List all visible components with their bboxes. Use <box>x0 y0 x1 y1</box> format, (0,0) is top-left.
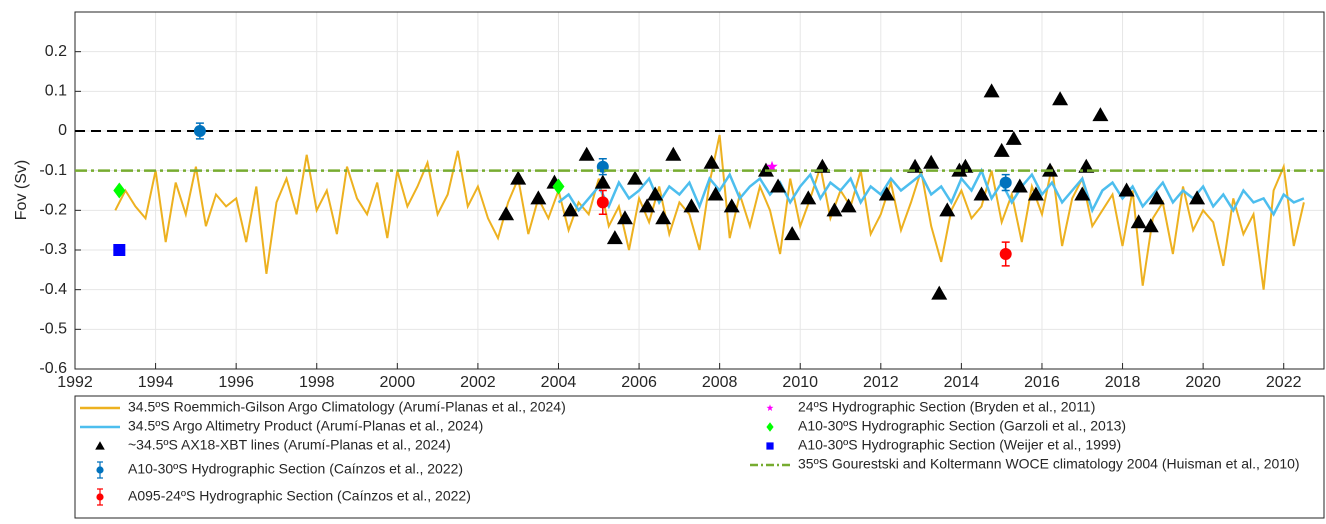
data-point <box>627 170 644 185</box>
y-tick-label: -0.4 <box>39 281 67 298</box>
x-tick-label: 2018 <box>1105 374 1141 391</box>
y-tick-label: 0.2 <box>45 43 67 60</box>
data-point <box>999 176 1012 189</box>
y-tick-label: 0.1 <box>45 83 67 100</box>
data-point <box>939 202 956 217</box>
data-point <box>826 202 843 217</box>
data-point <box>983 83 1000 98</box>
x-tick-label: 2014 <box>944 374 980 391</box>
legend-label: 34.5ºS Roemmich-Gilson Argo Climatology … <box>128 399 566 415</box>
legend-label: 35ºS Gourestski and Koltermann WOCE clim… <box>798 456 1300 472</box>
data-point <box>1005 130 1022 145</box>
data-point <box>784 226 801 241</box>
data-point <box>562 202 579 217</box>
data-line <box>557 167 1305 217</box>
legend-label: 24ºS Hydrographic Section (Bryden et al.… <box>798 399 1095 415</box>
data-point <box>770 178 787 193</box>
y-axis-label: Fov (Sv) <box>13 160 30 220</box>
data-point <box>1027 186 1044 201</box>
data-point <box>606 230 623 245</box>
data-point <box>907 158 924 173</box>
data-point <box>766 160 778 172</box>
y-tick-label: -0.5 <box>39 321 67 338</box>
data-point <box>1189 190 1206 205</box>
legend-label: 34.5ºS Argo Altimetry Product (Arumí-Pla… <box>128 418 483 434</box>
data-point <box>1078 158 1095 173</box>
data-point <box>931 285 948 300</box>
y-tick-label: -0.3 <box>39 241 67 258</box>
y-tick-label: -0.2 <box>39 202 67 219</box>
data-point <box>616 210 633 225</box>
data-point <box>498 206 515 221</box>
y-tick-label: -0.6 <box>39 360 67 377</box>
x-tick-label: 2012 <box>863 374 899 391</box>
data-point <box>973 186 990 201</box>
legend-label: A095-24ºS Hydrographic Section (Caínzos … <box>128 488 471 504</box>
x-tick-label: 1996 <box>218 374 254 391</box>
data-point <box>665 146 682 161</box>
data-point <box>552 178 565 195</box>
y-tick-label: 0 <box>58 122 67 139</box>
x-tick-label: 1992 <box>57 374 93 391</box>
x-tick-label: 2002 <box>460 374 496 391</box>
data-point <box>957 158 974 173</box>
data-point <box>647 186 664 201</box>
data-point <box>683 198 700 213</box>
legend-label: ~34.5ºS AX18-XBT lines (Arumí-Planas et … <box>128 437 451 453</box>
y-tick-label: -0.1 <box>39 162 67 179</box>
x-tick-label: 2010 <box>782 374 818 391</box>
data-point <box>510 170 527 185</box>
legend-swatch <box>96 466 104 474</box>
legend-box <box>74 395 1325 519</box>
data-point <box>1052 91 1069 106</box>
x-tick-label: 2006 <box>621 374 657 391</box>
legend-label: A10-30ºS Hydrographic Section (Caínzos e… <box>128 461 463 477</box>
data-point <box>840 198 857 213</box>
data-point <box>707 186 724 201</box>
data-point <box>723 198 740 213</box>
data-point <box>703 154 720 169</box>
x-tick-label: 2016 <box>1024 374 1060 391</box>
data-point <box>655 210 672 225</box>
data-point <box>639 198 656 213</box>
data-point <box>1148 190 1165 205</box>
data-line <box>114 134 1305 290</box>
data-point <box>814 158 831 173</box>
plot-frame <box>74 11 1325 370</box>
data-point <box>878 186 895 201</box>
legend-label: A10-30ºS Hydrographic Section (Weijer et… <box>798 437 1121 453</box>
legend-label: A10-30ºS Hydrographic Section (Garzoli e… <box>798 418 1126 434</box>
x-tick-label: 2004 <box>541 374 577 391</box>
data-point <box>113 182 126 199</box>
legend-swatch <box>96 493 104 501</box>
data-point <box>596 196 609 209</box>
data-point <box>1142 218 1159 233</box>
data-point <box>578 146 595 161</box>
x-tick-label: 2008 <box>702 374 738 391</box>
data-point <box>1130 214 1147 229</box>
legend-swatch <box>95 441 105 450</box>
data-point <box>594 174 611 189</box>
x-tick-label: 2022 <box>1266 374 1302 391</box>
data-point <box>999 247 1012 260</box>
data-point <box>193 125 206 137</box>
legend-swatch <box>766 422 774 432</box>
data-point <box>530 190 547 205</box>
legend-swatch <box>766 404 774 411</box>
data-point <box>993 142 1010 157</box>
x-tick-label: 2000 <box>380 374 416 391</box>
data-point <box>923 154 940 169</box>
x-tick-label: 1994 <box>138 374 174 391</box>
data-point <box>1118 182 1135 197</box>
data-point <box>800 190 817 205</box>
data-point <box>1092 107 1109 122</box>
data-point <box>1011 178 1028 193</box>
data-point <box>113 244 126 256</box>
x-tick-label: 1998 <box>299 374 335 391</box>
legend-swatch <box>766 442 774 450</box>
data-point <box>1074 186 1091 201</box>
x-tick-label: 2020 <box>1185 374 1221 391</box>
